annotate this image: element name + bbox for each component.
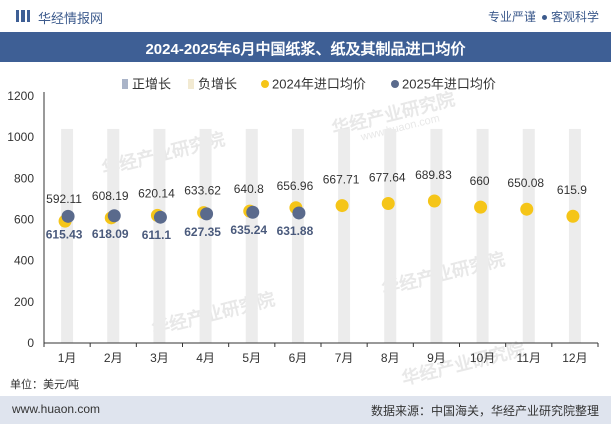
site-url: www.huaon.com — [12, 402, 101, 416]
point-2024 — [474, 200, 488, 214]
slogan-right: 客观科学 — [550, 10, 599, 24]
data-label-2024: 660 — [470, 174, 490, 188]
x-tick-label: 7月 — [335, 351, 354, 365]
y-tick-label: 1000 — [7, 130, 34, 144]
x-tick-label: 9月 — [427, 351, 446, 365]
category-band — [384, 128, 397, 343]
x-tick-label: 5月 — [242, 351, 261, 365]
category-band — [568, 128, 581, 343]
x-tick-label: 2月 — [104, 351, 123, 365]
huajing-logo-icon — [16, 10, 30, 22]
y-tick-label: 200 — [14, 295, 34, 309]
data-label-2025: 615.43 — [46, 227, 83, 241]
bullet-dot-icon — [541, 15, 547, 21]
category-band — [199, 128, 212, 343]
data-label-2024: 620.14 — [138, 186, 175, 200]
point-2025 — [107, 209, 121, 223]
data-label-2025: 611.1 — [142, 228, 172, 242]
category-band — [338, 128, 351, 343]
x-tick-label: 6月 — [289, 351, 308, 365]
data-label-2024: 633.62 — [184, 184, 221, 198]
legend-swatch — [188, 79, 194, 89]
data-label-2025: 631.88 — [277, 224, 314, 238]
point-2024 — [335, 199, 349, 213]
data-label-2024: 650.08 — [507, 176, 544, 190]
category-band — [291, 128, 304, 343]
x-tick-label: 12月 — [562, 351, 587, 365]
data-label-2024: 656.96 — [277, 179, 314, 193]
legend-swatch — [122, 79, 128, 89]
legend-label: 负增长 — [198, 77, 237, 92]
x-tick-label: 3月 — [150, 351, 169, 365]
point-2025 — [246, 205, 260, 219]
legend-marker — [391, 80, 399, 88]
legend-label: 2025年进口均价 — [402, 77, 496, 92]
data-label-2024: 640.8 — [234, 182, 264, 196]
data-label-2025: 635.24 — [230, 223, 267, 237]
category-band — [430, 128, 443, 343]
y-tick-label: 400 — [14, 254, 34, 268]
category-band — [61, 128, 74, 343]
chart-title: 2024-2025年6月中国纸浆、纸及其制品进口均价 — [145, 41, 466, 58]
legend-label: 正增长 — [132, 77, 171, 92]
slogan: 专业严谨 客观科学 — [488, 8, 599, 25]
x-tick-label: 10月 — [470, 351, 495, 365]
data-label-2025: 618.09 — [92, 227, 129, 241]
point-2025 — [200, 207, 214, 221]
y-tick-label: 0 — [27, 336, 34, 350]
x-tick-label: 11月 — [517, 351, 541, 365]
category-band — [245, 128, 258, 343]
top-bar: 华经情报网 专业严谨 客观科学 — [0, 0, 611, 32]
data-label-2025: 627.35 — [184, 225, 221, 239]
data-label-2024: 615.9 — [557, 183, 587, 197]
unit-label: 单位：美元/吨 — [10, 379, 80, 391]
category-band — [522, 128, 535, 343]
brand-name: 华经情报网 — [38, 11, 104, 26]
chart: 正增长 负增长 2024年进口均价 2025年进口均价 0 200 400 600 800 100… — [7, 77, 599, 365]
point-2024 — [381, 197, 395, 211]
point-2025 — [61, 209, 75, 223]
point-2024 — [566, 209, 580, 223]
category-band — [476, 128, 489, 343]
y-tick-label: 1200 — [7, 89, 34, 103]
point-2024 — [520, 202, 534, 216]
footer-bar: www.huaon.com 数据来源：中国海关，华经产业研究院整理 — [0, 396, 611, 424]
category-band — [153, 128, 166, 343]
x-tick-label: 1月 — [58, 351, 77, 365]
legend-label: 2024年进口均价 — [272, 77, 366, 92]
data-label-2024: 592.11 — [46, 192, 82, 206]
data-label-2024: 608.19 — [92, 189, 129, 203]
data-source: 数据来源：中国海关，华经产业研究院整理 — [370, 404, 599, 418]
data-label-2024: 689.83 — [415, 168, 452, 182]
data-label-2024: 667.71 — [323, 173, 360, 187]
x-tick-label: 8月 — [381, 351, 400, 365]
category-band — [107, 128, 120, 343]
data-label-2024: 677.64 — [369, 171, 406, 185]
legend-marker — [261, 80, 269, 88]
title-bar: 2024-2025年6月中国纸浆、纸及其制品进口均价 — [0, 32, 611, 62]
y-tick-label: 800 — [14, 171, 34, 185]
y-tick-label: 600 — [14, 213, 34, 227]
point-2025 — [153, 210, 167, 224]
slogan-left: 专业严谨 — [487, 10, 536, 24]
x-tick-label: 4月 — [196, 351, 215, 365]
point-2025 — [292, 206, 306, 220]
point-2024 — [427, 194, 441, 208]
